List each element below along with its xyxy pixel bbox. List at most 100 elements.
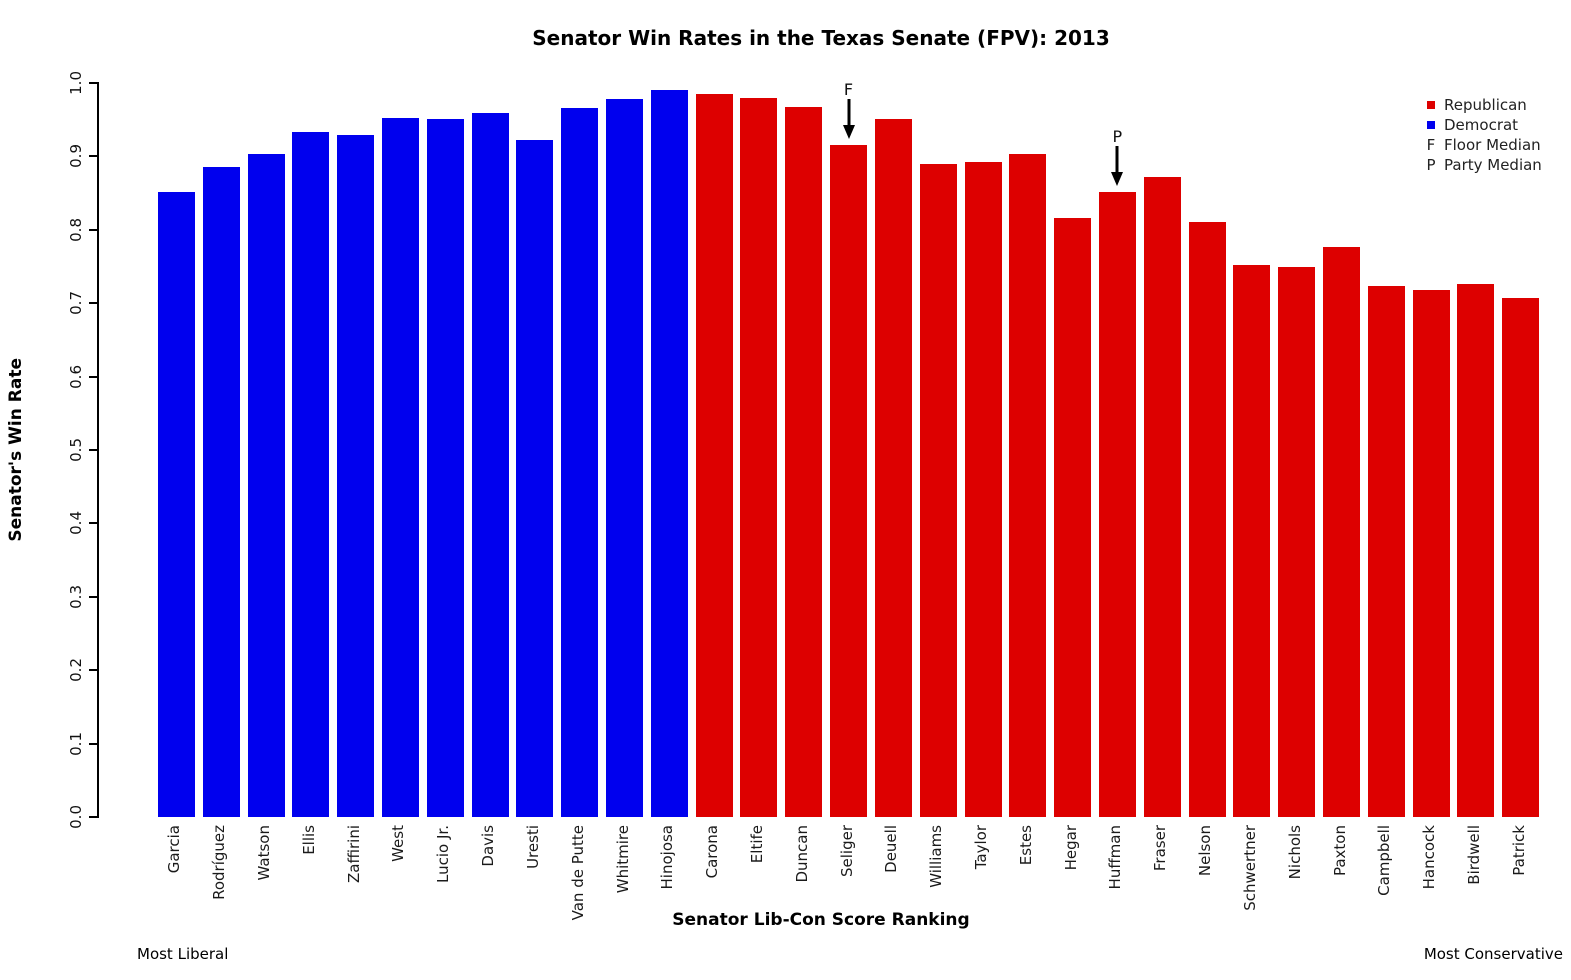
bar-hancock [1412, 290, 1450, 817]
x-label: Nichols [1285, 825, 1304, 880]
x-label: Seliger [837, 825, 856, 878]
x-label: Ellis [299, 825, 318, 855]
x-label: Patrick [1509, 825, 1528, 876]
x-label: Fraser [1151, 825, 1170, 872]
bar-hegar [1054, 218, 1092, 817]
bar-slot [1140, 83, 1185, 817]
bar-hinojosa [650, 90, 688, 817]
bar-watson [247, 154, 285, 817]
bar-slot [557, 83, 602, 817]
x-label: Garcia [165, 825, 184, 874]
bar-slot [288, 83, 333, 817]
legend-key [1418, 101, 1444, 109]
x-label: Davis [479, 825, 498, 867]
x-label: Schwertner [1240, 825, 1259, 911]
bar-ellis [292, 132, 330, 817]
bar-fraser [1143, 176, 1181, 817]
legend-label: Party Median [1444, 156, 1542, 174]
x-label: Uresti [523, 825, 542, 869]
bar-duncan [785, 107, 823, 817]
x-label: Deuell [882, 825, 901, 873]
bar-lucio-jr- [426, 118, 464, 817]
y-tick-mark [89, 155, 99, 158]
y-tick-label: 0.9 [67, 144, 85, 169]
legend-swatch-democrat [1427, 121, 1435, 129]
y-tick-label: 0.4 [67, 511, 85, 536]
legend-swatch-republican [1427, 101, 1435, 109]
legend-row: Democrat [1418, 115, 1542, 135]
x-label: Hegar [1061, 825, 1080, 871]
x-label: Nelson [1196, 825, 1215, 877]
y-tick-label: 0.3 [67, 584, 85, 609]
bars-container [99, 83, 1547, 817]
x-label: Hinojosa [658, 825, 677, 890]
bar-slot [468, 83, 513, 817]
bar-campbell [1367, 286, 1405, 817]
bar-slot [333, 83, 378, 817]
bar-davis [471, 113, 509, 817]
bar-estes [1009, 154, 1047, 817]
x-label: Van de Putte [568, 825, 587, 921]
bar-slot [1095, 83, 1140, 817]
x-label: Birdwell [1464, 825, 1483, 885]
y-tick-label: 0.5 [67, 438, 85, 462]
bar-van-de-putte [561, 107, 599, 817]
bar-west [381, 118, 419, 817]
bar-eltife [740, 98, 778, 817]
y-tick-label: 0.2 [67, 658, 85, 683]
bar-slot [244, 83, 289, 817]
x-label: Duncan [792, 825, 811, 883]
y-axis-title-wrap: Senator's Win Rate [6, 83, 26, 817]
y-tick-mark [89, 375, 99, 378]
legend-key [1418, 121, 1444, 129]
y-tick-mark [89, 816, 99, 818]
bar-slot [1409, 83, 1454, 817]
y-tick-label: 0.0 [67, 805, 85, 829]
bar-patrick [1502, 298, 1540, 817]
bar-slot [154, 83, 199, 817]
bar-slot [378, 83, 423, 817]
bar-nelson [1188, 222, 1226, 817]
y-tick-label: 0.1 [67, 731, 85, 756]
bar-slot [1274, 83, 1319, 817]
x-label: West [389, 825, 408, 862]
y-tick-mark [89, 669, 99, 672]
bar-slot [513, 83, 558, 817]
bar-seliger [830, 144, 868, 817]
bar-carona [695, 94, 733, 817]
bar-slot [1185, 83, 1230, 817]
y-tick-label: 0.8 [67, 217, 85, 242]
bar-rodr-guez [202, 167, 240, 817]
bar-slot [1364, 83, 1409, 817]
bar-huffman [1098, 192, 1136, 817]
bar-slot [1230, 83, 1275, 817]
bar-whitmire [606, 99, 644, 817]
x-label: Zaffirini [344, 825, 363, 883]
bar-uresti [516, 140, 554, 817]
y-tick-mark [89, 449, 99, 451]
x-label: Watson [255, 825, 274, 881]
bar-slot [1005, 83, 1050, 817]
bar-slot [781, 83, 826, 817]
legend-label: Democrat [1444, 116, 1519, 134]
legend-label: Republican [1444, 96, 1527, 114]
y-tick-label: 1.0 [67, 71, 85, 95]
bar-slot [1498, 83, 1543, 817]
legend-row: F Floor Median [1418, 135, 1542, 155]
x-label: Carona [703, 825, 722, 879]
x-label: Huffman [1106, 825, 1125, 890]
y-tick-mark [89, 302, 99, 305]
bar-slot [871, 83, 916, 817]
x-label: Estes [1016, 825, 1035, 866]
x-label: Lucio Jr. [434, 825, 453, 883]
bar-slot [1319, 83, 1364, 817]
x-label: Campbell [1375, 825, 1394, 896]
bar-slot [1454, 83, 1499, 817]
bar-slot [916, 83, 961, 817]
x-axis-note-most-conservative: Most Conservative [1423, 945, 1563, 963]
bar-zaffirini [337, 135, 375, 817]
legend-symbol-p: P [1426, 156, 1436, 174]
x-label: Hancock [1420, 825, 1439, 890]
